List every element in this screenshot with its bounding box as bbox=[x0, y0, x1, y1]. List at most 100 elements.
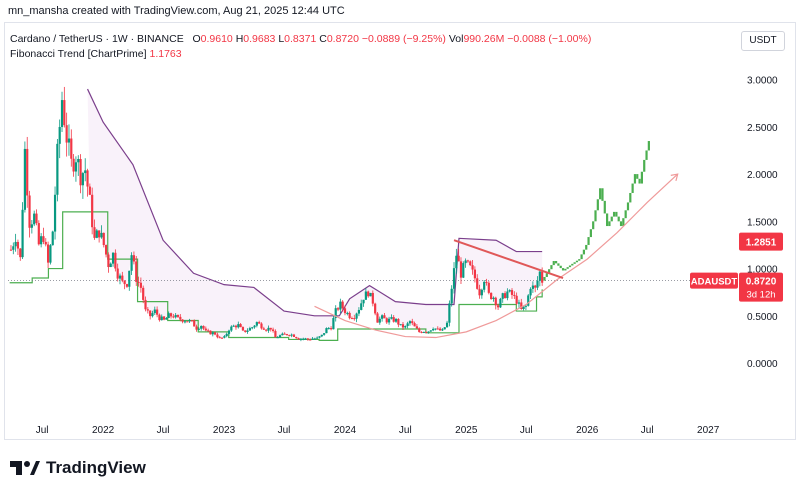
candle-body bbox=[81, 173, 84, 186]
candle-body bbox=[369, 292, 372, 297]
volume-value: 990.26M bbox=[463, 33, 505, 45]
x-tick-label: Jul bbox=[278, 425, 291, 436]
candle-body bbox=[211, 332, 214, 335]
chart-legend: Cardano / TetherUS · 1W · BINANCE O0.961… bbox=[10, 32, 591, 62]
candle-body bbox=[142, 287, 145, 300]
candle-body bbox=[527, 295, 530, 306]
projection-candle bbox=[619, 221, 623, 227]
candle-body bbox=[283, 333, 286, 335]
candle-body bbox=[118, 275, 122, 279]
candle-body bbox=[181, 319, 184, 322]
projection-candle bbox=[566, 267, 569, 269]
x-tick-label: 2026 bbox=[576, 425, 599, 436]
x-tick-label: Jul bbox=[36, 425, 49, 436]
candle-body bbox=[183, 321, 187, 323]
candle-body bbox=[53, 194, 57, 232]
candle-body bbox=[432, 328, 435, 331]
projection-candle bbox=[599, 188, 602, 200]
y-tick-label: 2.0000 bbox=[747, 170, 778, 181]
candle-body bbox=[207, 330, 210, 332]
candle-body bbox=[483, 281, 486, 290]
candle-body bbox=[227, 330, 231, 334]
candle-body bbox=[44, 241, 47, 245]
currency-button[interactable]: USDT bbox=[741, 31, 785, 51]
candle-body bbox=[60, 100, 64, 127]
projection-candle bbox=[645, 150, 648, 160]
candle-body bbox=[457, 255, 460, 262]
candle-body bbox=[65, 125, 68, 143]
change-value: −0.0889 (−9.25%) bbox=[361, 33, 446, 45]
candle-body bbox=[42, 236, 45, 242]
candle-body bbox=[478, 288, 481, 296]
price-tag-box bbox=[739, 272, 783, 302]
candle-body bbox=[448, 303, 451, 323]
symbol-label[interactable]: Cardano / TetherUS · 1W · BINANCE bbox=[10, 33, 184, 45]
projection-candle bbox=[573, 262, 576, 264]
candle-body bbox=[33, 213, 36, 225]
candle-body bbox=[146, 309, 149, 311]
candle-body bbox=[383, 315, 386, 319]
candle-body bbox=[501, 293, 504, 299]
projection-candle bbox=[612, 211, 616, 217]
projection-candle bbox=[594, 210, 597, 222]
projection-candle bbox=[575, 260, 579, 263]
candle-body bbox=[179, 316, 182, 320]
candle-body bbox=[111, 252, 115, 264]
candle-body bbox=[436, 328, 439, 330]
candle-body bbox=[318, 336, 321, 338]
tradingview-logo[interactable]: TradingView bbox=[10, 458, 146, 478]
candle-body bbox=[102, 232, 105, 246]
candle-body bbox=[232, 325, 235, 327]
candle-body bbox=[77, 158, 80, 163]
projection-candle bbox=[561, 268, 565, 271]
candle-body bbox=[169, 313, 173, 317]
candle-body bbox=[204, 328, 207, 331]
candle-body bbox=[153, 309, 156, 314]
symbol-tag-box bbox=[690, 272, 738, 289]
candle-body bbox=[186, 321, 189, 323]
candle-body bbox=[508, 290, 511, 292]
candle-body bbox=[360, 303, 363, 310]
projection-candle bbox=[552, 261, 555, 266]
volume-label: Vol bbox=[448, 33, 464, 45]
candle-body bbox=[116, 268, 119, 279]
candle-body bbox=[520, 302, 523, 310]
candle-body bbox=[144, 299, 147, 310]
candle-body bbox=[429, 330, 432, 332]
candle-body bbox=[214, 332, 217, 335]
candle-body bbox=[492, 297, 495, 299]
candle-body bbox=[413, 323, 416, 327]
candle-body bbox=[443, 327, 446, 330]
candle-body bbox=[390, 317, 393, 319]
indicator-name[interactable]: Fibonacci Trend [ChartPrime] bbox=[10, 48, 147, 60]
candle-body bbox=[420, 331, 423, 333]
candle-body bbox=[485, 281, 488, 283]
candle-body bbox=[452, 268, 456, 289]
chart-frame[interactable] bbox=[4, 22, 796, 440]
projection-candle bbox=[638, 178, 641, 184]
candle-body bbox=[104, 245, 108, 255]
candle-body bbox=[399, 324, 402, 326]
candle-body bbox=[72, 158, 75, 172]
candle-body bbox=[63, 100, 66, 126]
candle-body bbox=[320, 334, 323, 337]
y-tick-label: 3.0000 bbox=[747, 76, 778, 87]
candle-body bbox=[404, 326, 407, 328]
candle-body bbox=[84, 170, 87, 174]
projection-candle bbox=[636, 174, 639, 179]
candle-body bbox=[58, 126, 61, 144]
candle-body bbox=[271, 329, 275, 332]
candle-body bbox=[223, 336, 226, 338]
low-label: L bbox=[278, 33, 285, 45]
projection-candle bbox=[582, 249, 586, 255]
candle-body bbox=[132, 255, 136, 262]
curve-arrow-head bbox=[670, 173, 679, 182]
candle-body bbox=[278, 335, 282, 338]
candle-body bbox=[258, 322, 261, 324]
candle-body bbox=[248, 328, 251, 331]
candle-body bbox=[408, 321, 412, 324]
candle-body bbox=[297, 338, 300, 340]
candle-body bbox=[26, 148, 29, 196]
candle-body bbox=[406, 323, 409, 327]
